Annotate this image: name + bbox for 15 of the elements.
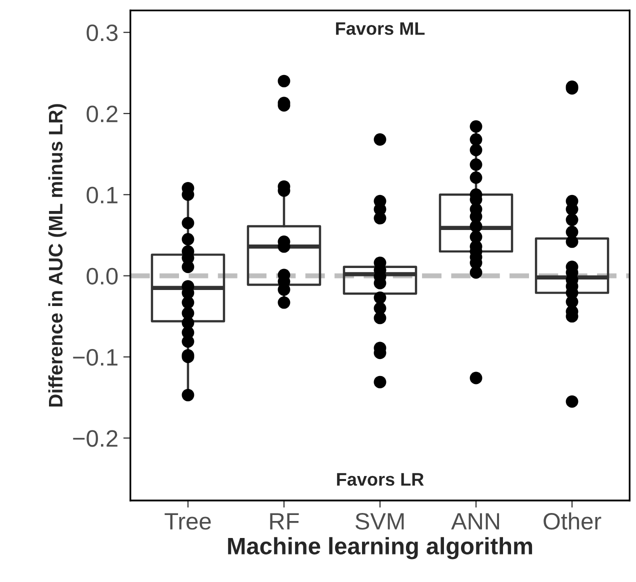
x-tick-label: SVM: [356, 512, 404, 530]
x-axis-title: Machine learning algorithm: [228, 537, 532, 560]
x-tick-label: Other: [544, 512, 602, 530]
annotation: Favors ML: [336, 22, 425, 35]
y-axis-title: Difference in AUC (ML minus LR): [48, 104, 66, 407]
text: 0.1: [86, 186, 118, 204]
text: 0.0: [86, 268, 118, 285]
x-tick-label: RF: [270, 513, 299, 530]
y-tick-label: −0.2: [73, 430, 118, 447]
x-tick-label: Tree: [164, 513, 211, 530]
x-tick-label: ANN: [451, 513, 500, 530]
annotation: Favors LR: [337, 473, 424, 486]
text: 0.2: [86, 106, 118, 122]
y-tick-label: −0.1: [73, 348, 118, 366]
text: 0.3: [86, 24, 118, 42]
